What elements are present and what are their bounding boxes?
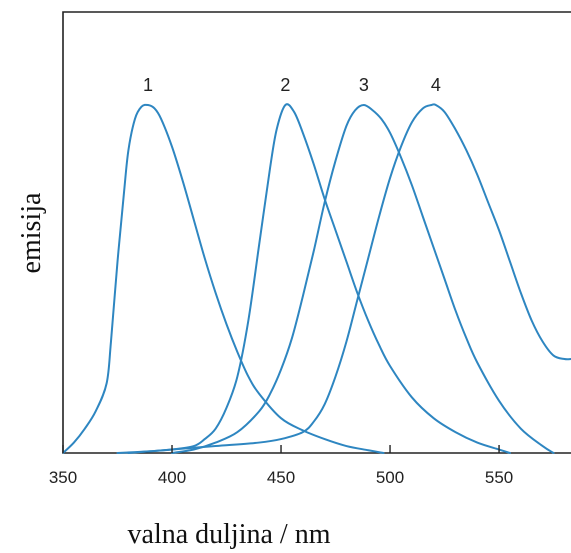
y-axis-title: emisija [16, 192, 47, 273]
x-tick-label: 450 [267, 468, 295, 487]
x-axis: 350 400 450 500 550 [49, 445, 513, 487]
series-label-2: 2 [280, 75, 290, 95]
plot-area [62, 11, 571, 454]
x-tick-label: 550 [485, 468, 513, 487]
series-label-3: 3 [359, 75, 369, 95]
axis-frame [62, 11, 571, 454]
x-tick-label: 350 [49, 468, 77, 487]
series-label-4: 4 [431, 75, 441, 95]
series-line-1 [63, 103, 385, 454]
x-tick-label: 400 [158, 468, 186, 487]
series-line-2 [116, 103, 511, 454]
series-group [63, 103, 571, 454]
x-tick-label: 500 [376, 468, 404, 487]
series-label-1: 1 [143, 75, 153, 95]
series-line-4 [127, 103, 571, 454]
x-axis-title: valna duljina / nm [128, 519, 331, 550]
series-line-3 [171, 104, 555, 454]
